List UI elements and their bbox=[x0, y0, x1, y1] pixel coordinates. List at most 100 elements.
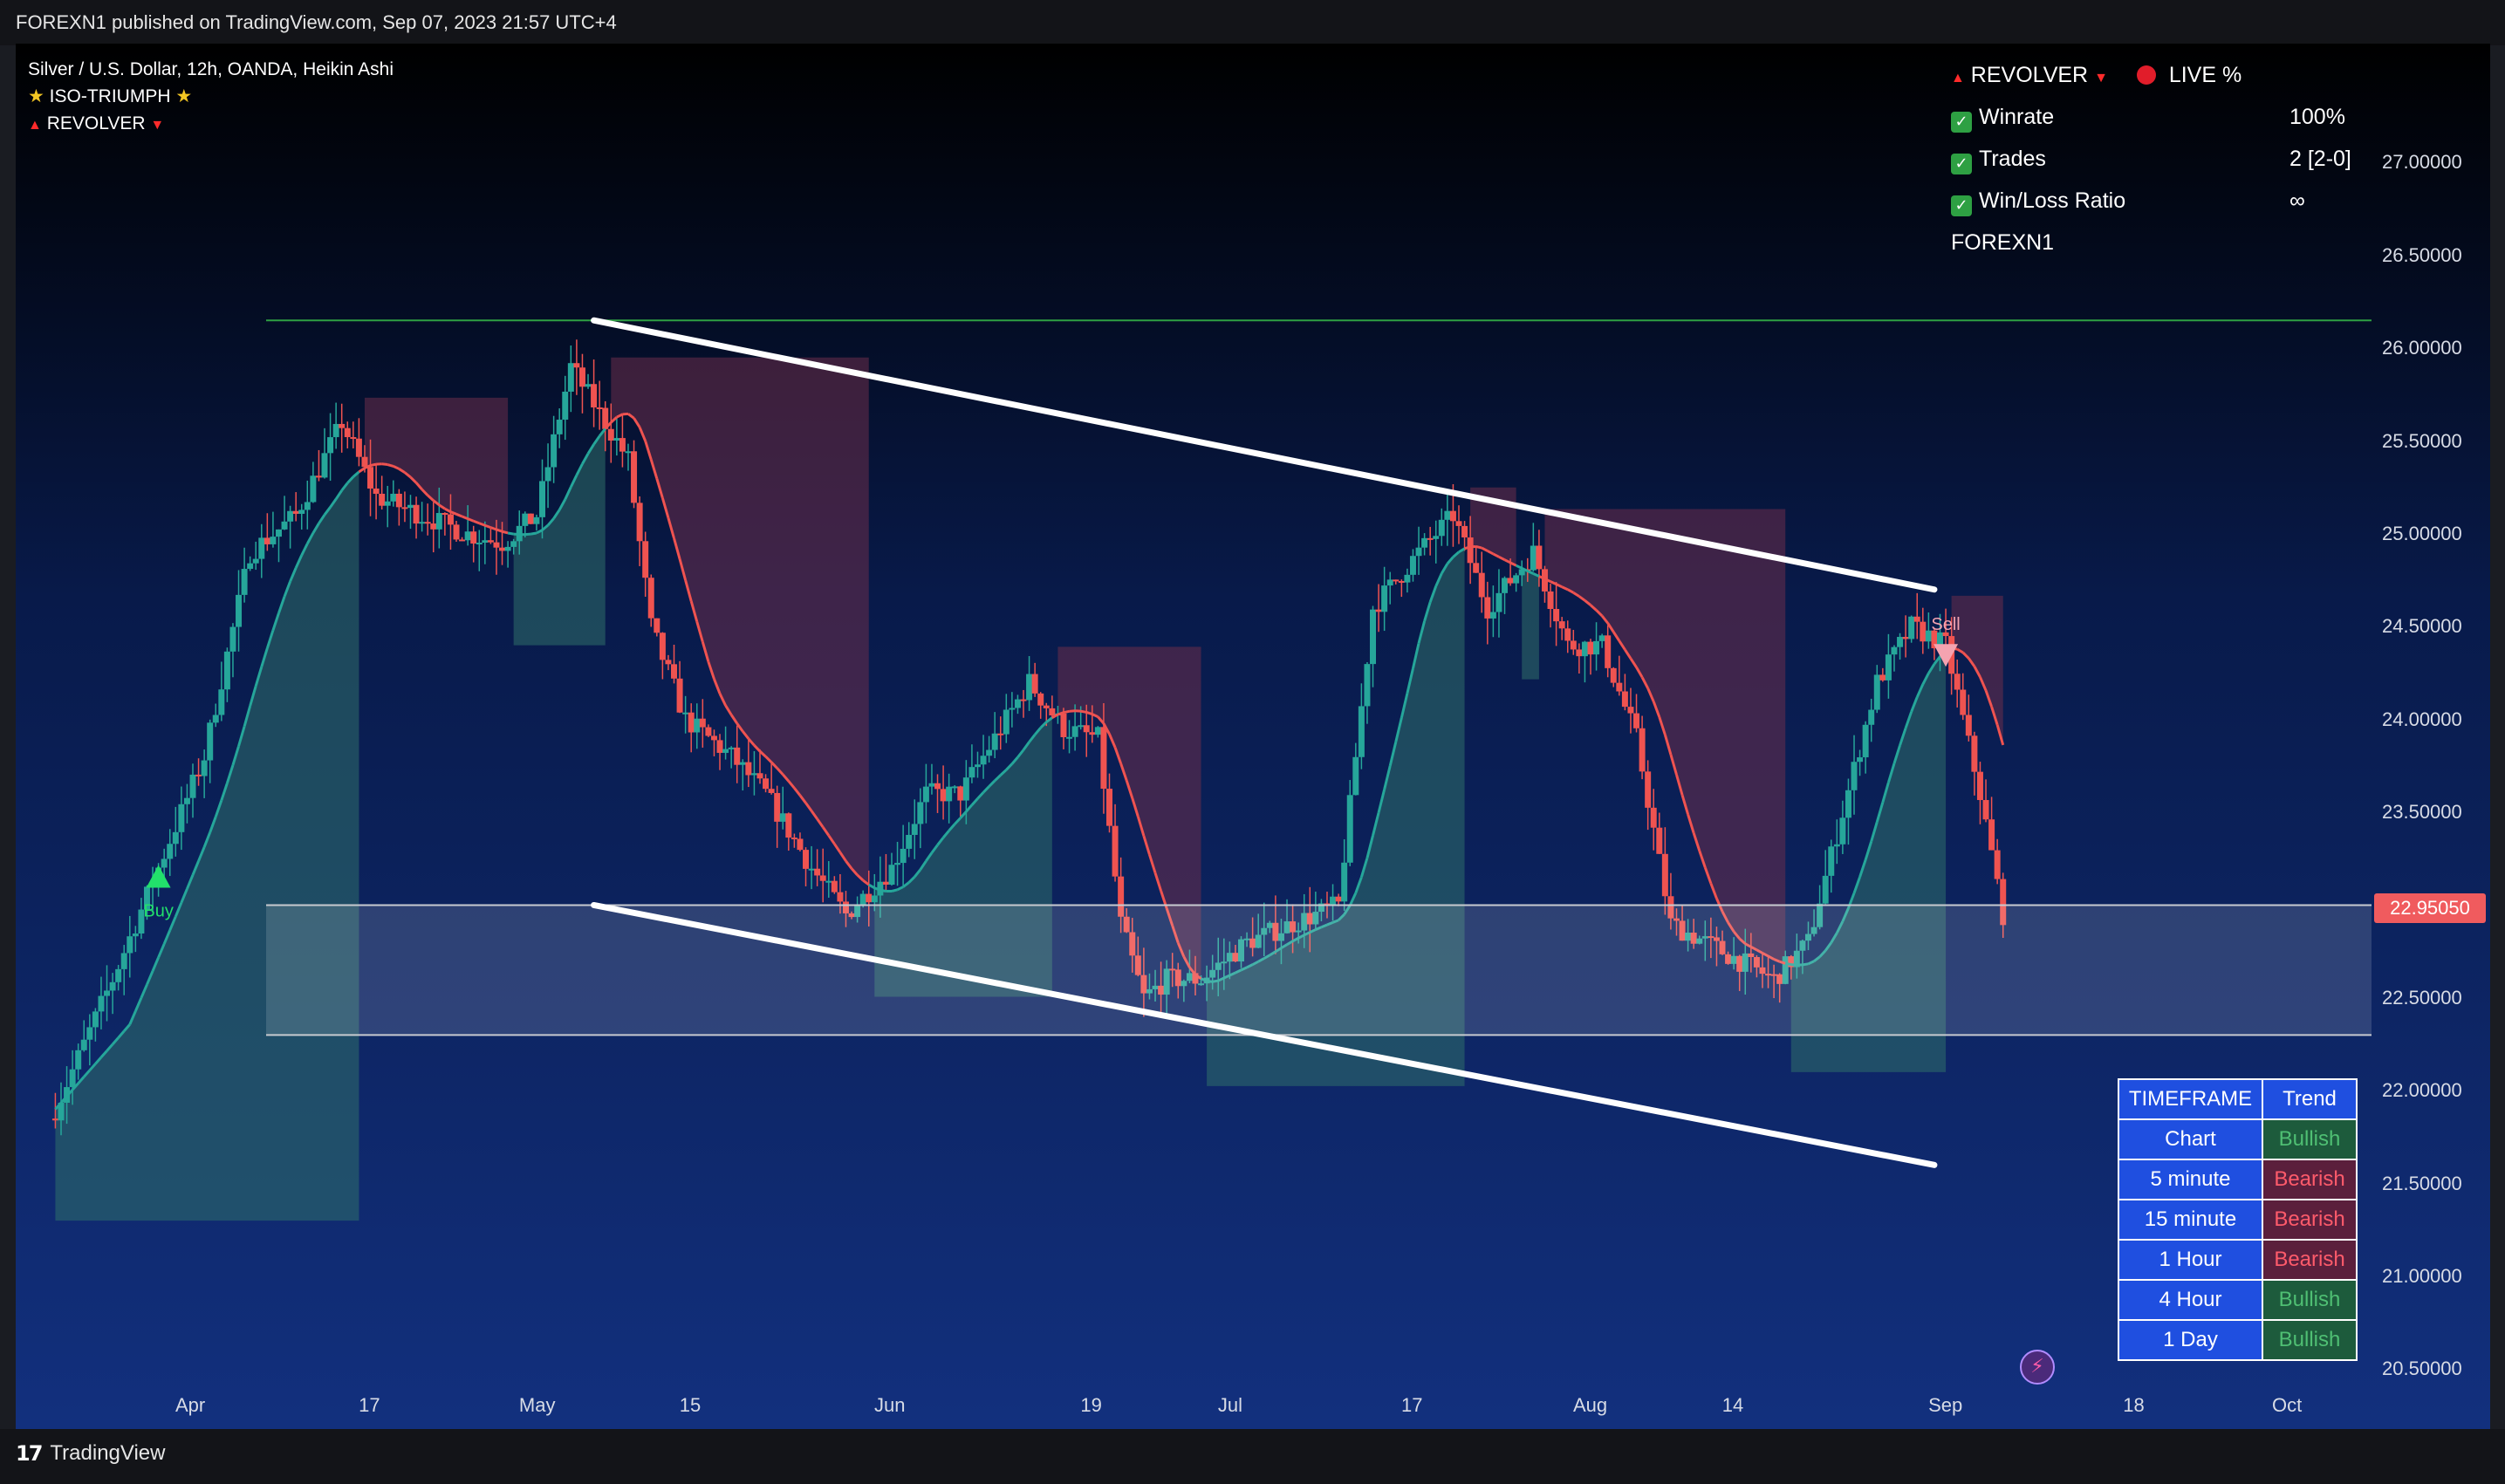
candle-body bbox=[264, 537, 270, 544]
time-axis-label: Sep bbox=[1928, 1394, 1963, 1416]
tradingview-logo[interactable]: 17 TradingView bbox=[16, 1441, 165, 1466]
stats-title: REVOLVER bbox=[1970, 63, 2089, 87]
moving-average-segment bbox=[1441, 563, 1449, 575]
candle-body bbox=[734, 747, 741, 765]
candle-body bbox=[1753, 957, 1760, 968]
moving-average-segment bbox=[941, 830, 950, 839]
moving-average-segment bbox=[94, 1056, 103, 1065]
candle-body bbox=[310, 475, 317, 503]
moving-average-segment bbox=[1280, 943, 1288, 949]
candle-body bbox=[395, 493, 402, 508]
moving-average-segment bbox=[1807, 960, 1815, 966]
moving-average-segment bbox=[770, 761, 778, 769]
moving-average-segment bbox=[546, 517, 555, 527]
moving-average-segment bbox=[1176, 942, 1186, 958]
candle-body bbox=[1742, 953, 1749, 972]
moving-average-segment bbox=[507, 531, 514, 536]
candle-body bbox=[911, 824, 918, 835]
candle-body bbox=[1845, 790, 1851, 818]
moving-average-segment bbox=[1600, 615, 1609, 625]
moving-average-segment bbox=[1010, 756, 1019, 765]
lightning-icon[interactable]: ⚡ bbox=[2020, 1350, 2055, 1385]
stats-panel: ▲ REVOLVER ▼ LIVE % ✓ Winrate 100% ✓ Trade… bbox=[1951, 63, 2351, 272]
indicator-revolver[interactable]: ▲ REVOLVER ▼ bbox=[28, 110, 394, 139]
moving-average-segment bbox=[65, 1089, 74, 1098]
moving-average-segment bbox=[1428, 585, 1438, 603]
moving-average-segment bbox=[467, 517, 475, 523]
indicator-name: ISO-TRIUMPH bbox=[49, 86, 171, 106]
moving-average-segment bbox=[948, 823, 956, 832]
moving-average-segment bbox=[346, 475, 354, 484]
chart-area[interactable]: Buy Sell Silver / U.S. Dollar, 12h, OANDA… bbox=[16, 44, 2490, 1429]
candle-body bbox=[1645, 771, 1652, 808]
candle-body bbox=[1719, 940, 1726, 954]
candle-body bbox=[1736, 955, 1743, 972]
moving-average-segment bbox=[1269, 950, 1276, 957]
candle-body bbox=[459, 539, 466, 542]
moving-average-segment bbox=[1113, 747, 1123, 764]
moving-average-segment bbox=[655, 478, 664, 499]
price-axis-label: 26.50000 bbox=[2382, 243, 2462, 266]
candle-body bbox=[1484, 597, 1491, 619]
candle-body bbox=[688, 712, 695, 733]
candle-body bbox=[1610, 667, 1617, 683]
timeframe-cell: 4 Hour bbox=[2118, 1279, 2263, 1321]
candle-body bbox=[1621, 691, 1628, 708]
moving-average-segment bbox=[1119, 763, 1128, 782]
moving-average-segment bbox=[970, 797, 979, 806]
candle-body bbox=[1902, 637, 1909, 639]
candle-body bbox=[1536, 545, 1543, 570]
price-chart[interactable]: Buy Sell bbox=[16, 44, 2490, 1429]
moving-average-segment bbox=[660, 497, 670, 519]
candle-body bbox=[682, 712, 689, 715]
moving-average-segment bbox=[1790, 963, 1797, 967]
moving-average-segment bbox=[1217, 976, 1225, 982]
moving-average-segment bbox=[627, 413, 635, 420]
candle-body bbox=[642, 541, 649, 578]
candle-body bbox=[619, 438, 626, 452]
candle-body bbox=[201, 760, 208, 776]
candle-body bbox=[1312, 912, 1319, 925]
candle-body bbox=[808, 868, 815, 871]
moving-average-segment bbox=[484, 523, 491, 530]
moving-average-segment bbox=[1304, 931, 1311, 937]
candle-body bbox=[539, 481, 545, 517]
candle-body bbox=[229, 626, 236, 652]
bullish-cloud bbox=[55, 471, 359, 1221]
moving-average-segment bbox=[1578, 595, 1586, 602]
tradingview-mark-icon: 17 bbox=[16, 1441, 43, 1466]
candle-body bbox=[1243, 938, 1250, 940]
candle-body bbox=[344, 427, 351, 438]
indicator-iso-triumph[interactable]: ★ ISO-TRIUMPH ★ bbox=[28, 83, 394, 110]
moving-average-segment bbox=[616, 413, 624, 419]
moving-average-segment bbox=[1343, 905, 1352, 916]
moving-average-segment bbox=[1377, 789, 1386, 813]
price-axis-label: 22.00000 bbox=[2382, 1079, 2462, 1102]
moving-average-segment bbox=[976, 791, 985, 800]
moving-average-segment bbox=[1589, 604, 1598, 612]
candle-body bbox=[980, 756, 987, 765]
moving-average-segment bbox=[370, 462, 377, 468]
moving-average-segment bbox=[1286, 940, 1294, 946]
moving-average-segment bbox=[644, 441, 653, 461]
time-axis-label: Jul bbox=[1217, 1394, 1243, 1416]
moving-average-segment bbox=[999, 769, 1008, 776]
candle-body bbox=[1502, 578, 1509, 593]
moving-average-segment bbox=[1675, 774, 1684, 796]
moving-average-segment bbox=[1388, 742, 1398, 767]
candle-body bbox=[1335, 896, 1342, 902]
candle-body bbox=[1942, 632, 1949, 637]
candle-body bbox=[1650, 807, 1657, 828]
moving-average-segment bbox=[581, 453, 590, 465]
moving-average-segment bbox=[168, 915, 177, 931]
candle-body bbox=[167, 844, 174, 859]
time-axis-label: Oct bbox=[2272, 1394, 2303, 1416]
candle-body bbox=[384, 501, 391, 506]
candle-body bbox=[1255, 934, 1262, 948]
candle-body bbox=[407, 504, 414, 509]
moving-average-segment bbox=[334, 489, 343, 500]
stats-value: 100% bbox=[2289, 105, 2345, 129]
bullish-cloud bbox=[1522, 568, 1539, 680]
footer-bar: 17 TradingView bbox=[0, 1429, 2505, 1484]
moving-average-segment bbox=[1251, 960, 1259, 966]
